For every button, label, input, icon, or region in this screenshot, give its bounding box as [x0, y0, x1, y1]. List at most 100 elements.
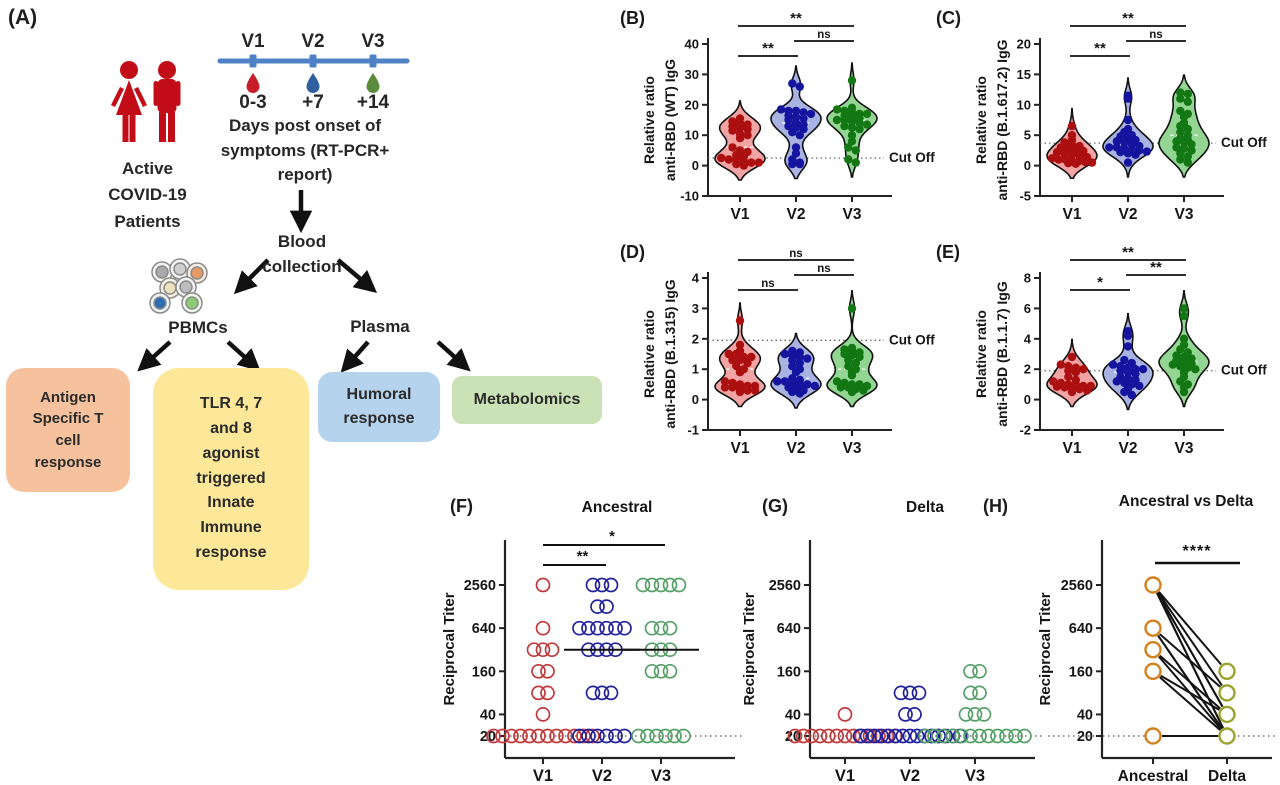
data-point: [1131, 375, 1140, 384]
data-point: [617, 728, 632, 744]
significance-label: **: [577, 548, 589, 565]
data-point: [743, 120, 752, 129]
data-point: [535, 577, 551, 593]
data-point: [851, 146, 860, 155]
data-point: [1064, 380, 1073, 389]
chart-title: Ancestral: [582, 499, 653, 516]
data-point: [795, 365, 804, 374]
data-point: [1079, 381, 1088, 391]
data-point: [535, 620, 551, 636]
data-point: [844, 362, 853, 371]
data-point: [1183, 348, 1192, 357]
data-point: [795, 131, 804, 140]
data-point: [1071, 363, 1080, 372]
significance-label: *: [1097, 274, 1103, 291]
data-point: [1008, 728, 1023, 744]
data-point: [594, 685, 610, 701]
data-point: [644, 620, 660, 636]
data-point: [1123, 342, 1133, 351]
x-category-label: V1: [835, 767, 855, 785]
data-point: [799, 386, 808, 395]
data-point: [967, 707, 983, 722]
y-tick-label: 1: [692, 362, 699, 377]
data-point: [1082, 152, 1092, 162]
data-point: [735, 129, 745, 138]
box-tlr-innate-immune-response: TLR 4, 7 and 8 agonist triggered Innate …: [153, 368, 309, 590]
data-point: [852, 728, 868, 744]
data-point: [599, 728, 614, 744]
y-tick-label: 20: [685, 97, 699, 112]
data-point: [1056, 360, 1065, 369]
y-tick-label: 4: [1024, 331, 1032, 346]
data-point: [1075, 141, 1084, 151]
data-point: [832, 377, 842, 386]
y-tick-label: 3: [692, 301, 699, 316]
data-point: [513, 728, 528, 744]
data-point: [1131, 365, 1140, 374]
data-point: [927, 728, 942, 744]
data-point: [540, 728, 555, 744]
data-point: [990, 728, 1005, 744]
y-axis-label: anti-RBD (B.1.1.7) IgG: [994, 281, 1010, 427]
data-point: [522, 728, 537, 744]
data-point: [954, 728, 969, 744]
y-axis-label: Relative ratio: [641, 310, 657, 398]
violin-V3: [826, 290, 878, 408]
data-point: [799, 120, 808, 129]
pair-line: [1157, 591, 1223, 686]
data-point: [724, 155, 733, 164]
violin-V1: [1046, 338, 1098, 408]
data-point-delta: [1218, 727, 1236, 745]
data-point-delta: [1218, 662, 1236, 681]
data-point: [1056, 378, 1065, 388]
data-point: [840, 345, 849, 354]
data-point: [531, 728, 546, 744]
data-point: [1071, 375, 1080, 384]
data-point: [820, 728, 836, 744]
data-point: [847, 76, 857, 85]
x-category-label: V3: [651, 767, 671, 785]
y-tick-label: 2560: [464, 578, 496, 594]
data-point: [1123, 374, 1133, 383]
violin-V3: [826, 62, 878, 178]
data-point: [810, 381, 819, 391]
data-point: [847, 131, 857, 140]
data-point: [847, 123, 857, 132]
data-point: [724, 349, 733, 359]
data-point: [1116, 362, 1125, 371]
diagram-connectors: [137, 54, 471, 373]
data-point: [851, 358, 860, 368]
data-point: [739, 365, 748, 374]
y-tick-label: -5: [1019, 189, 1031, 204]
data-point: [1067, 352, 1077, 362]
data-point: [791, 106, 801, 116]
pbmc-cells-icon: [149, 258, 208, 314]
data-point: [787, 728, 803, 744]
violin-V3: [1158, 290, 1210, 408]
data-point: [791, 112, 801, 122]
data-point: [531, 663, 546, 679]
violin-V1: [1046, 107, 1098, 179]
y-axis-label: Relative ratio: [973, 76, 989, 164]
data-point: [1179, 340, 1189, 350]
data-point: [735, 146, 745, 155]
violin-V3: [1158, 74, 1210, 178]
data-point: [840, 121, 849, 131]
data-point: [780, 377, 789, 386]
data-point: [667, 728, 682, 744]
data-point: [1116, 372, 1125, 381]
data-point: [617, 620, 632, 636]
data-point: [1123, 115, 1133, 125]
y-axis-label: anti-RBD (B.1.617.2) IgG: [994, 39, 1010, 200]
data-point: [1183, 97, 1192, 107]
panel-f-label: (F): [450, 496, 473, 516]
data-point: [585, 577, 601, 593]
data-point: [728, 117, 737, 126]
data-point-ancestral: [1144, 576, 1162, 594]
data-point: [649, 728, 664, 744]
data-point: [599, 599, 614, 614]
x-category-label: V1: [731, 440, 750, 457]
y-tick-label: 2: [692, 331, 699, 346]
violin-plot-svg: -1 0 1 2 3 4 Relative ratio anti-RBD (B.1.315) …: [641, 248, 935, 457]
